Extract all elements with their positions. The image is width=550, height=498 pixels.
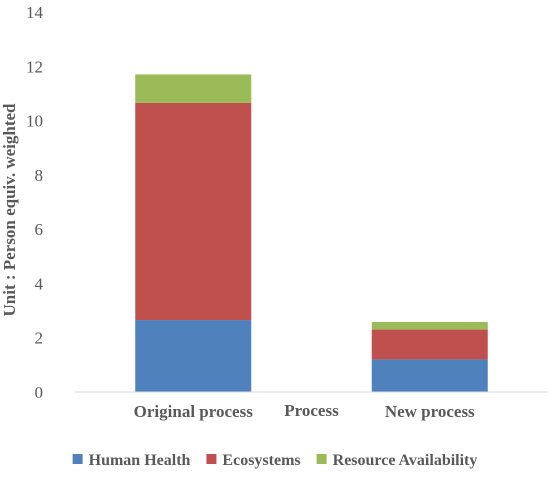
bar-segment [371, 321, 488, 330]
x-tick-label: Original process [134, 402, 254, 421]
legend-swatch [316, 454, 327, 464]
bar-stacks [135, 74, 488, 392]
bar-segment [371, 359, 488, 392]
x-axis-categories: Original process New process [134, 402, 475, 421]
y-tick-label: 8 [35, 166, 44, 185]
bar-segment [371, 329, 488, 360]
legend-label: Human Health [89, 452, 191, 469]
legend: Human Health Ecosystems Resource Availabil… [72, 452, 478, 469]
y-axis-title: Unit : Person equiv. weighted [0, 103, 19, 317]
y-tick-label: 10 [26, 112, 43, 131]
y-tick-label: 6 [35, 220, 44, 239]
legend-label: Resource Availability [333, 452, 478, 469]
x-axis-title: Process [284, 401, 339, 420]
legend-label: Ecosystems [222, 452, 300, 469]
y-tick-label: 0 [35, 383, 44, 402]
y-tick-label: 12 [26, 57, 43, 76]
bar-segment [135, 74, 252, 103]
y-tick-label: 2 [35, 329, 44, 348]
legend-swatch [72, 454, 83, 464]
y-tick-label: 4 [35, 274, 44, 293]
bar-segment [135, 102, 252, 321]
y-tick-label: 14 [26, 3, 44, 22]
bar-segment [135, 320, 252, 392]
legend-swatch [206, 454, 217, 464]
y-axis-ticks: 0 2 4 6 8 10 12 14 [26, 3, 44, 402]
x-tick-label: New process [385, 402, 475, 421]
